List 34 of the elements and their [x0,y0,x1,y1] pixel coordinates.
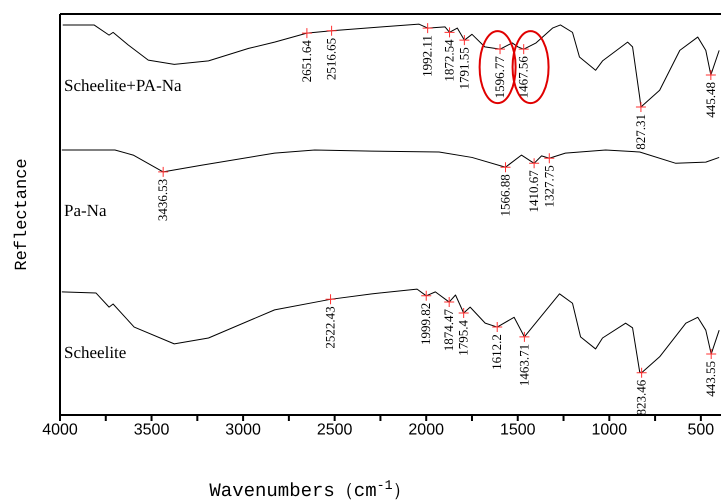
annotation: 1992.11 [420,35,435,77]
series-label: Scheelite+PA-Na [64,76,182,95]
x-tick-label: 1500 [500,421,536,438]
annotation: 827.31 [632,114,648,150]
annotation: 2651.64 [298,40,314,82]
annotation: 443.55 [703,361,718,397]
annotation: 1327.75 [541,165,556,208]
x-tick-label: 500 [688,421,714,438]
annotation: 1795.4 [456,319,471,356]
annotation: 1999.82 [418,302,434,346]
x-tick-label: 3000 [225,421,261,438]
annotation: 1566.88 [498,174,513,216]
annotation: 2516.65 [324,38,339,80]
annotation: 1874.47 [441,308,456,352]
x-axis-title: Wavenumbers（cm$^{-1}$） [209,478,412,500]
annotation: 1467.56 [516,56,531,98]
y-axis-title: Reflectance [12,158,32,271]
x-tick-label: 2500 [316,421,353,438]
x-tick-label: 1000 [592,421,628,438]
annotation: 1791.55 [456,47,472,90]
text: Pa-Na [64,201,107,220]
series-label: Scheelite [64,342,126,362]
annotation: 2522.43 [322,306,338,349]
x-tick-label: 2000 [408,421,444,438]
annotation: 1410.67 [526,170,542,213]
annotation: 1872.54 [442,38,457,82]
annotation: 1612.2 [489,334,504,370]
annotation: 823.46 [634,379,649,416]
annotation: 3436.53 [155,178,170,222]
annotation: 1463.71 [516,344,532,386]
annotation: 1596.77 [492,56,508,98]
annotation: 445.48 [702,82,718,118]
x-tick-label: 3500 [134,421,170,438]
x-tick-label: 4000 [42,421,78,438]
